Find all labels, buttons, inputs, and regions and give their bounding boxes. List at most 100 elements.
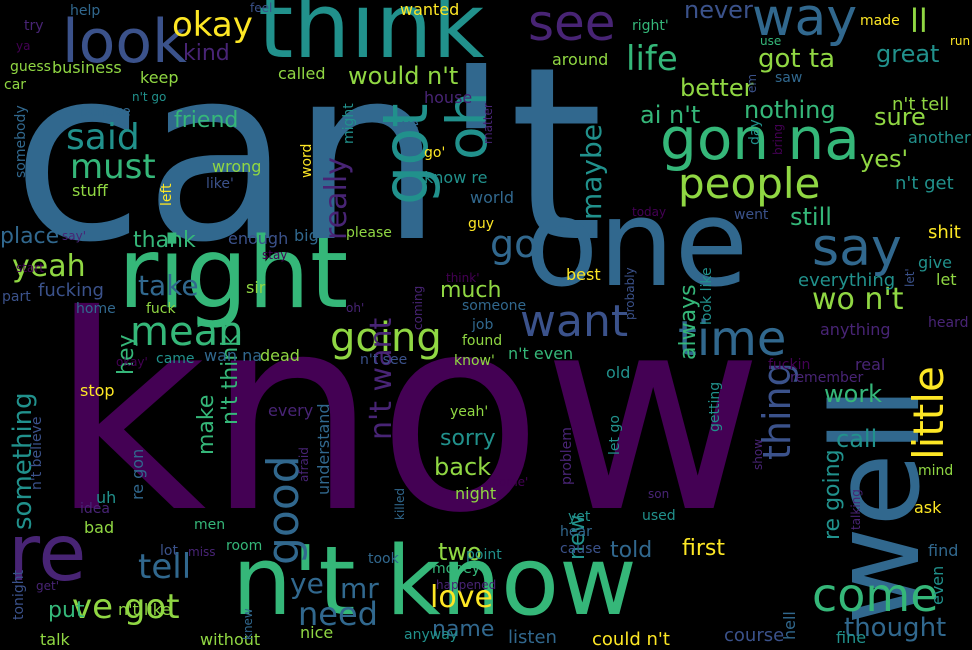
word: getting: [707, 381, 723, 432]
word: find: [928, 541, 959, 560]
word: yeah': [450, 404, 489, 420]
word: take: [138, 269, 199, 302]
word: re going: [820, 449, 845, 540]
word: miss: [188, 545, 216, 559]
word: best: [566, 265, 601, 284]
word: used: [642, 508, 676, 524]
word: give: [918, 253, 952, 272]
word: please: [346, 225, 392, 241]
word: knew: [241, 608, 255, 640]
word: n't go: [132, 90, 167, 104]
word: okay: [172, 5, 253, 45]
word: sir: [246, 278, 266, 297]
word: n't see: [360, 352, 408, 368]
word: mr: [340, 572, 379, 605]
word: probably: [623, 267, 637, 320]
word: left: [159, 183, 175, 206]
word: night: [455, 484, 497, 503]
word: told: [610, 538, 653, 563]
word: thought: [844, 613, 947, 643]
word: ye: [290, 567, 324, 600]
word: n't know: [232, 527, 637, 637]
word: come: [812, 568, 939, 622]
word: old: [606, 363, 631, 382]
word: happened: [436, 578, 497, 592]
word: call: [836, 425, 878, 453]
word: yeah: [12, 249, 86, 284]
word: great: [876, 40, 940, 68]
word: ve got: [72, 587, 180, 627]
word: name: [432, 617, 495, 642]
word: much: [440, 278, 502, 303]
word: see: [528, 0, 616, 52]
word: guess: [10, 59, 51, 75]
word: oh': [346, 301, 365, 315]
word: stay: [262, 248, 288, 262]
word: sorry: [440, 426, 496, 451]
word: fucking: [38, 280, 104, 301]
word: even: [928, 565, 947, 605]
word: show: [751, 438, 765, 470]
word: idea: [80, 501, 110, 517]
word: ya: [16, 39, 31, 53]
word: bad: [84, 518, 115, 537]
word: word: [299, 143, 315, 178]
word: shit: [928, 222, 961, 243]
word: n't tell: [892, 94, 950, 115]
word: always: [676, 284, 701, 360]
word: think: [258, 0, 485, 79]
word: business: [52, 58, 122, 77]
word: talking: [849, 489, 863, 530]
word: friend: [174, 108, 239, 133]
word: stop: [80, 381, 115, 400]
word: know: [50, 257, 764, 572]
word: part: [2, 289, 31, 305]
word: cause: [560, 541, 602, 557]
word: go: [490, 222, 538, 266]
word: without: [200, 630, 261, 649]
word: re: [8, 509, 87, 599]
word: keep: [140, 68, 179, 87]
word: yes': [860, 145, 909, 173]
word: okay': [116, 355, 148, 369]
word: start: [16, 261, 44, 275]
word: ll: [910, 2, 928, 40]
word: home: [76, 301, 116, 317]
word: wan na: [204, 346, 263, 365]
word: ve: [402, 117, 419, 133]
word: every: [268, 401, 314, 420]
word: look: [62, 7, 187, 77]
word: put: [48, 598, 85, 623]
word: around: [552, 50, 609, 69]
word: use: [760, 34, 782, 48]
word: go': [424, 145, 446, 161]
word: way: [752, 0, 858, 48]
word: place: [0, 224, 60, 249]
word: wo n't: [812, 282, 904, 317]
word: somebody: [13, 105, 29, 178]
word: want: [520, 296, 629, 347]
word: came: [156, 351, 195, 367]
word: anything: [820, 320, 891, 339]
word: hell: [780, 611, 799, 640]
word: feel: [250, 1, 273, 15]
word: big: [294, 226, 319, 245]
word: fine: [836, 628, 867, 647]
word: still: [790, 203, 832, 231]
word: another: [908, 128, 971, 147]
word: right: [118, 217, 349, 331]
word: dead: [260, 346, 300, 365]
word: re gon: [128, 448, 147, 500]
word: em: [745, 73, 759, 93]
word: one: [525, 175, 749, 314]
word: world: [470, 188, 515, 207]
word: today: [632, 205, 667, 219]
word: stuff: [72, 181, 108, 200]
word: anyway: [404, 627, 459, 643]
word: make: [194, 394, 219, 455]
word: could n't: [592, 629, 670, 650]
word: try: [24, 18, 44, 34]
word: can't: [12, 15, 604, 295]
word: course: [724, 625, 785, 646]
word: car: [4, 77, 27, 93]
